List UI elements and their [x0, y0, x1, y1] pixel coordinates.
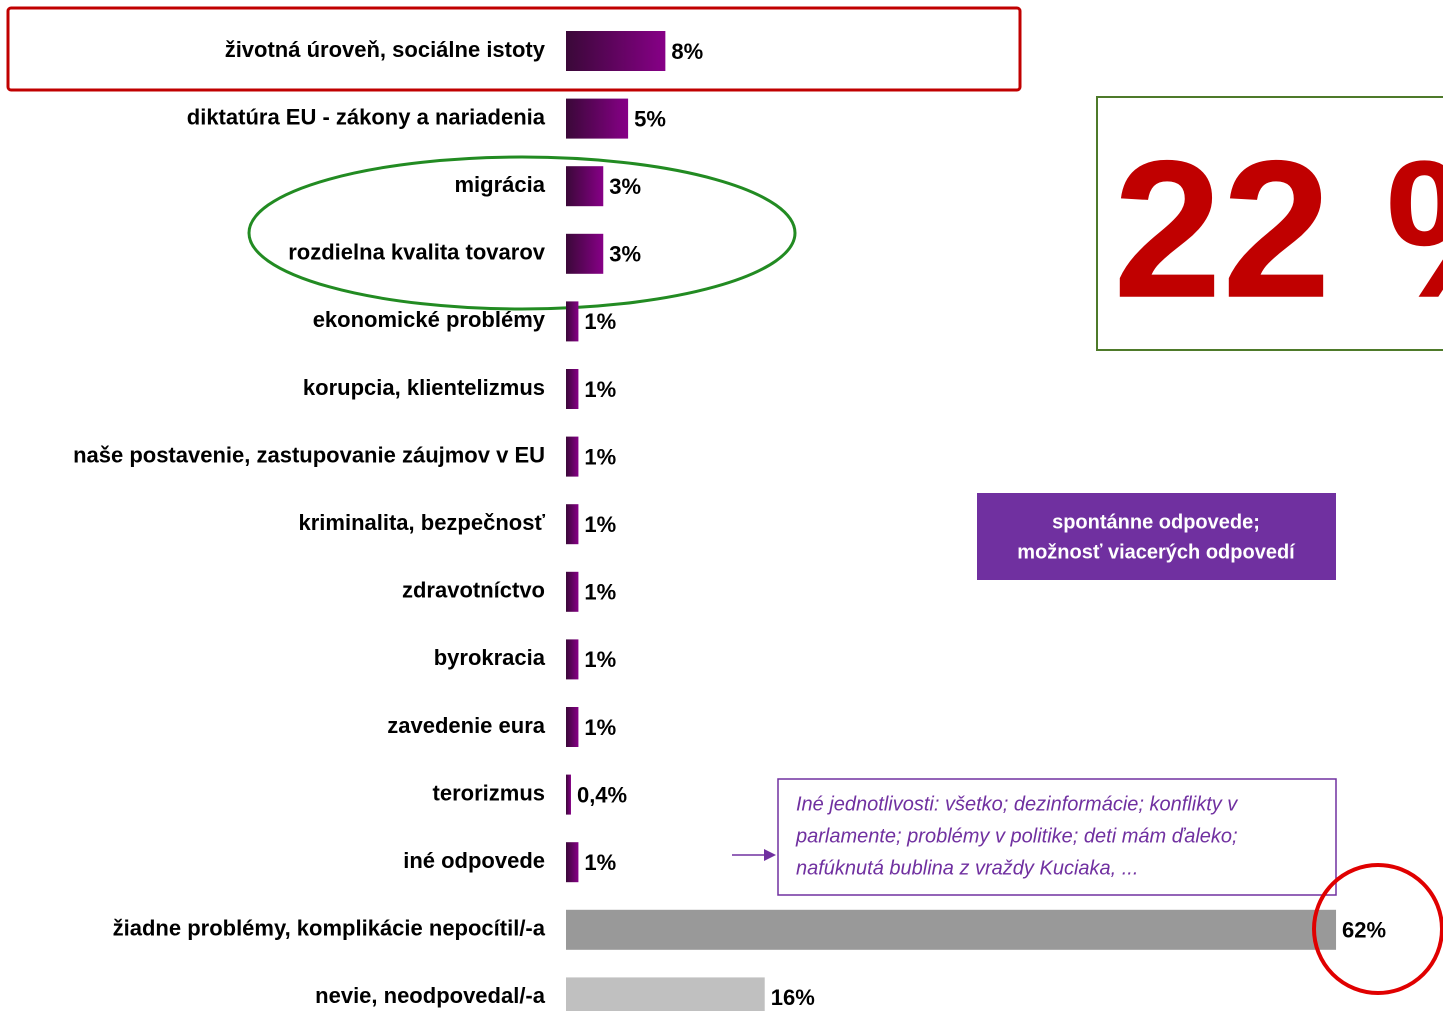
category-label: žiadne problémy, komplikácie nepocítil/-… [113, 916, 546, 941]
value-label: 8% [671, 39, 703, 64]
value-label: 3% [609, 174, 641, 199]
category-label: zavedenie eura [387, 713, 546, 738]
bar [566, 436, 579, 477]
value-label: 5% [634, 106, 666, 131]
category-label: korupcia, klientelizmus [303, 375, 545, 400]
bar [566, 977, 765, 1011]
other-text: nafúknutá bublina z vraždy Kuciaka, ... [796, 857, 1138, 879]
category-label: diktatúra EU - zákony a nariadenia [187, 104, 546, 129]
bar [566, 369, 579, 409]
value-label: 1% [584, 444, 616, 469]
category-label: byrokracia [434, 645, 546, 670]
category-label: iné odpovede [403, 848, 545, 873]
highlight-text: 22 % [1113, 120, 1443, 339]
bar [566, 571, 579, 612]
note-box [977, 493, 1336, 580]
category-label: migrácia [455, 172, 546, 197]
value-label: 1% [584, 512, 616, 537]
other-text: Iné jednotlivosti: všetko; dezinformácie… [796, 793, 1238, 815]
arrow-head [764, 849, 776, 861]
category-label: životná úroveň, sociálne istoty [225, 37, 546, 62]
value-label: 62% [1342, 918, 1386, 943]
bar [566, 842, 579, 883]
bar [566, 98, 629, 139]
other-text: parlamente; problémy v politike; deti má… [795, 825, 1238, 847]
value-label: 1% [584, 580, 616, 605]
value-label: 16% [771, 985, 815, 1010]
note-text: možnosť viacerých odpovedí [1017, 541, 1296, 563]
highlight-ellipse [247, 155, 797, 311]
other-box [777, 778, 1337, 896]
category-label: nevie, neodpovedal/-a [315, 983, 546, 1008]
category-label: terorizmus [433, 780, 545, 805]
note-text: spontánne odpovede; [1052, 511, 1260, 533]
value-label: 1% [584, 309, 616, 334]
value-label: 1% [584, 647, 616, 672]
bar [566, 233, 604, 274]
bar [566, 639, 579, 680]
value-label: 1% [584, 850, 616, 875]
bar [566, 707, 579, 747]
bar [566, 774, 571, 815]
value-label: 1% [584, 377, 616, 402]
bar [566, 31, 666, 71]
category-label: kriminalita, bezpečnosť [298, 510, 545, 535]
highlight-frame [6, 6, 1022, 92]
category-label: naše postavenie, zastupovanie záujmov v … [73, 442, 545, 467]
value-label: 3% [609, 242, 641, 267]
highlight-circle [1312, 863, 1443, 995]
category-label: ekonomické problémy [313, 307, 546, 332]
bar [566, 504, 579, 545]
category-label: rozdielna kvalita tovarov [288, 240, 546, 265]
bar [566, 909, 1337, 950]
highlight-box [1096, 96, 1443, 351]
value-label: 1% [584, 715, 616, 740]
category-label: zdravotníctvo [402, 578, 545, 603]
bar [566, 166, 604, 207]
bar [566, 301, 579, 342]
value-label: 0,4% [577, 782, 627, 807]
